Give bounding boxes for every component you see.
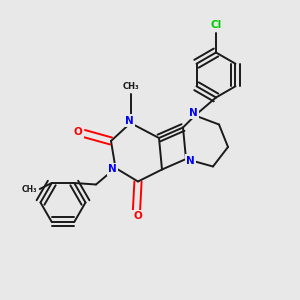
Text: CH₃: CH₃	[122, 82, 139, 91]
Text: N: N	[108, 164, 117, 175]
Text: N: N	[124, 116, 134, 126]
Text: N: N	[186, 155, 195, 166]
Text: O: O	[74, 127, 82, 137]
Text: N: N	[189, 107, 198, 118]
Text: CH₃: CH₃	[22, 184, 37, 194]
Text: O: O	[134, 211, 142, 221]
Text: Cl: Cl	[210, 20, 222, 30]
